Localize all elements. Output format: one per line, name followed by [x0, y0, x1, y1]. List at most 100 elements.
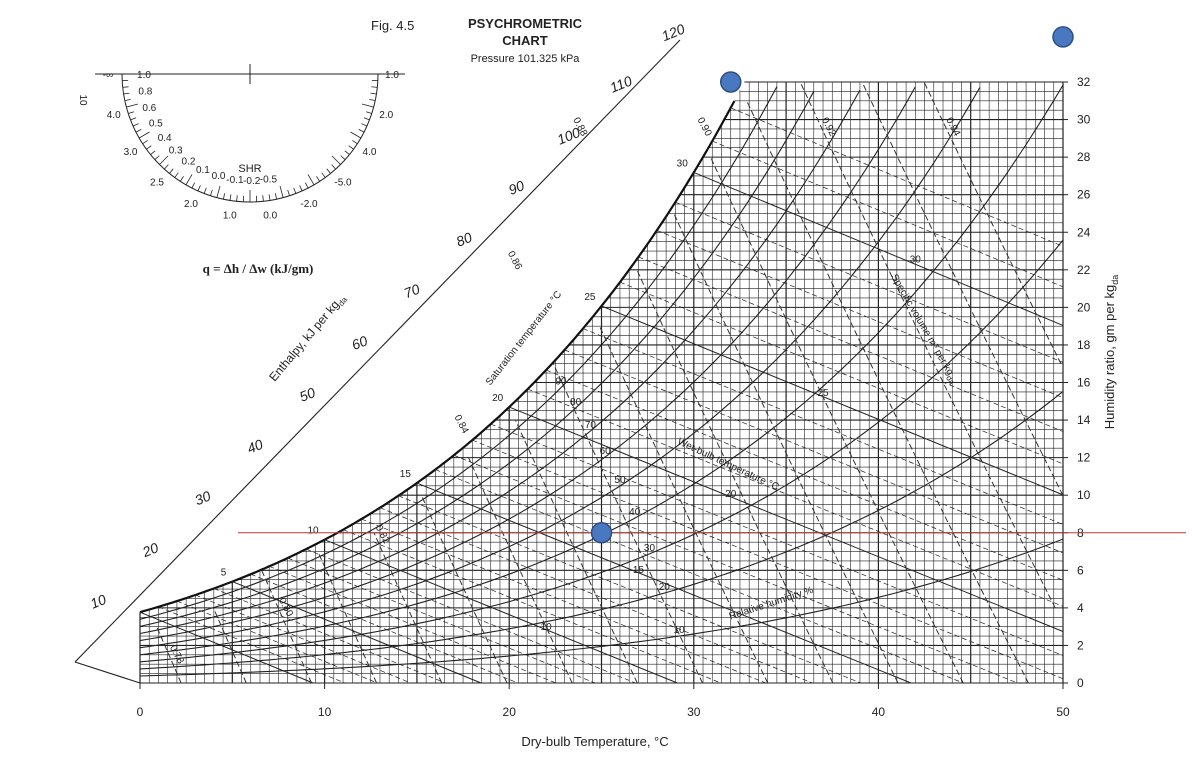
enthalpy-tick-label: 40 [245, 436, 266, 457]
saturation-curve [139, 100, 736, 614]
shr-tick [128, 111, 135, 114]
rh-value-label: 30 [644, 543, 656, 554]
y-tick-label: 4 [1077, 601, 1084, 615]
marked-point [719, 71, 742, 93]
wet-bulb-line [158, 606, 345, 684]
shr-tick [154, 155, 160, 160]
specific-volume-line [317, 551, 378, 684]
shr-tick [130, 117, 137, 121]
x-tick-label: 30 [687, 705, 701, 719]
x-tick-label: 10 [318, 705, 332, 719]
specific-volume-line [552, 363, 703, 684]
relative-humidity-curve [139, 89, 861, 635]
specific-volume-line [156, 626, 182, 684]
enthalpy-axis-label: Enthalpy, kJ per kgda [266, 290, 349, 385]
y-tick-label: 0 [1077, 676, 1084, 690]
shr-inner-value: -0.5 [260, 174, 278, 185]
y-tick-label: 26 [1077, 188, 1091, 202]
wet-bulb-line [730, 107, 1064, 247]
wet-bulb-line [139, 611, 314, 684]
y-tick-label: 22 [1077, 263, 1091, 277]
wet-bulb-line [564, 349, 1064, 554]
x-tick-label: 0 [137, 705, 144, 719]
shr-inner-value: 1.0 [137, 70, 151, 81]
shr-tick [274, 193, 278, 200]
shr-tick [236, 195, 238, 202]
enthalpy-tick-label: 60 [349, 332, 370, 353]
enthalpy-tick-label: 120 [659, 20, 687, 44]
rh-value-label: 50 [614, 475, 626, 486]
specific-volume-line [261, 570, 312, 684]
shr-tick [279, 185, 284, 198]
y-tick-label: 6 [1077, 563, 1084, 577]
shr-tick [179, 176, 184, 182]
wet-bulb-line [582, 328, 1064, 525]
enthalpy-tick-label: 70 [402, 281, 423, 302]
shr-outer-value: -2.0 [300, 199, 318, 210]
specific-volume-line [468, 457, 573, 684]
shr-tick [146, 145, 152, 150]
enthalpy-scale-base [74, 661, 141, 684]
shr-tick [185, 174, 193, 186]
shr-outer-value: 1.0 [223, 211, 237, 222]
shr-tick [135, 129, 142, 133]
enthalpy-tick-label: 90 [506, 177, 527, 198]
wet-bulb-line [638, 256, 1064, 432]
shr-tick [363, 117, 370, 121]
shr-side-value: 10 [77, 94, 88, 106]
shr-inner-value: 0.8 [138, 87, 152, 98]
saturation-value-label: 20 [492, 393, 504, 404]
wet-bulb-line [545, 369, 1064, 581]
x-tick-label: 50 [1056, 705, 1070, 719]
enthalpy-scale-line [74, 39, 681, 663]
y-tick-label: 20 [1077, 300, 1091, 314]
enthalpy-tick-label: 20 [139, 539, 161, 560]
saturation-value-label: 25 [584, 292, 596, 303]
shr-outer-value: 1.0 [385, 70, 399, 81]
wet-bulb-line [324, 539, 678, 684]
shr-tick [222, 193, 226, 200]
wet-bulb-line [176, 600, 378, 684]
relative-humidity-curve [139, 239, 1064, 663]
shr-tick [229, 194, 232, 201]
chart-title: PSYCHROMETRIC [468, 16, 583, 31]
shr-tick [169, 168, 174, 174]
shr-tick [352, 140, 358, 145]
enthalpy-tick-label: 110 [608, 72, 635, 95]
y-tick-label: 14 [1077, 413, 1091, 427]
relative-humidity-curve [139, 87, 981, 649]
y-tick-label: 2 [1077, 638, 1084, 652]
shr-tick [132, 123, 139, 127]
relative-humidity-curve [139, 86, 916, 642]
specific-volume-line [799, 81, 1056, 609]
shr-tick [126, 103, 139, 108]
specific-volume-line [373, 532, 443, 684]
x-axis-label: Dry-bulb Temperature, °C [521, 734, 668, 749]
shr-inner-value: -0.2 [243, 176, 261, 187]
shr-outer-value: 3.0 [124, 147, 138, 158]
shr-tick [305, 182, 309, 189]
shr-tick [164, 164, 169, 170]
shr-tick [369, 98, 376, 102]
shr-tick [216, 185, 221, 198]
specific-volume-line [710, 156, 964, 684]
x-tick-label: 20 [503, 705, 517, 719]
shr-tick [203, 187, 207, 194]
shr-tick [361, 103, 374, 108]
relative-humidity-curve [139, 538, 1064, 677]
specific-volume-line [514, 419, 638, 684]
wet-bulb-line [656, 230, 1064, 399]
chart-curves [74, 39, 1064, 684]
wet-bulb-line [232, 581, 482, 684]
shr-tick [350, 131, 362, 139]
shr-tick [307, 174, 315, 186]
y-axis-label-sub: da [1110, 275, 1120, 285]
shr-tick [124, 98, 131, 102]
specific-volume-line [923, 81, 1062, 364]
wet-bulb-line [250, 573, 518, 684]
shr-tick [344, 150, 350, 155]
shr-tick [262, 195, 264, 202]
rh-value-label: 90 [555, 377, 567, 388]
y-axis-label: Humidity ratio, gm per kgda [1102, 275, 1120, 430]
